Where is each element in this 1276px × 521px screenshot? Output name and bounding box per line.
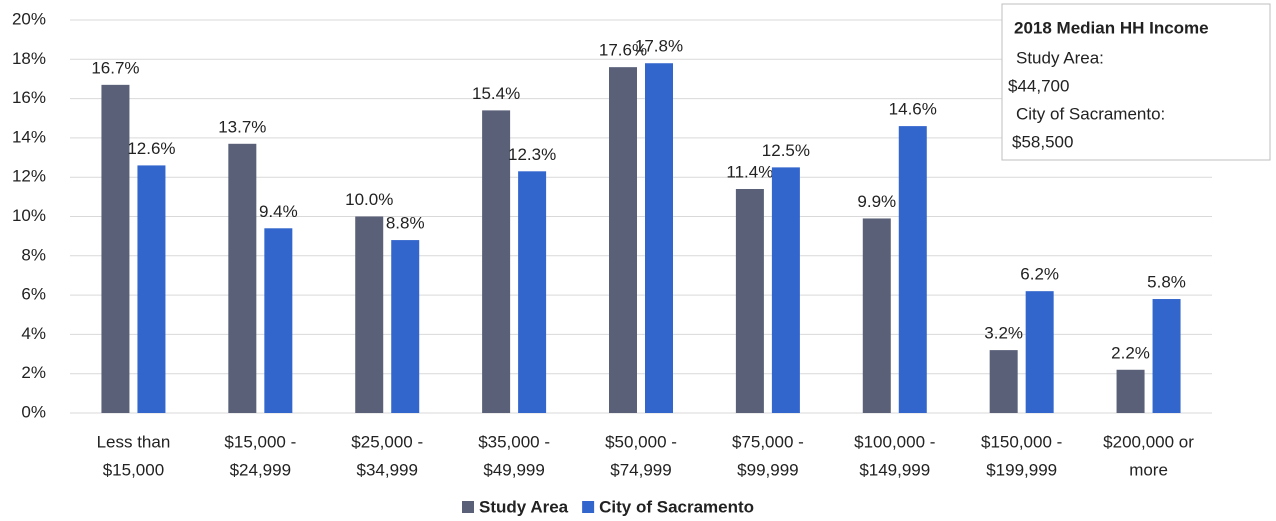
value-label: 5.8% [1147, 273, 1186, 292]
bar [1152, 299, 1181, 413]
bar [1025, 291, 1054, 413]
x-tick-label: more [1129, 460, 1168, 479]
value-label: 9.4% [259, 202, 298, 221]
x-tick-label: $34,999 [356, 460, 417, 479]
x-tick-label: $49,999 [483, 460, 544, 479]
annotation-title: 2018 Median HH Income [1014, 18, 1209, 37]
value-label: 3.2% [984, 324, 1023, 343]
bar [898, 126, 927, 414]
bar [862, 218, 891, 413]
bar [989, 350, 1018, 413]
annotation-box [1001, 3, 1271, 161]
annotation-line: $58,500 [1012, 132, 1073, 151]
bar [518, 171, 547, 413]
x-tick-label: $199,999 [986, 460, 1057, 479]
x-tick-label: $100,000 - [854, 432, 935, 451]
y-tick-label: 0% [21, 402, 46, 421]
value-label: 9.9% [857, 192, 896, 211]
x-tick-label: $149,999 [859, 460, 930, 479]
y-tick-label: 4% [21, 324, 46, 343]
y-tick-label: 16% [12, 88, 46, 107]
y-tick-label: 18% [12, 49, 46, 68]
x-tick-label: $75,000 - [732, 432, 804, 451]
bar [228, 143, 257, 414]
x-tick-label: $25,000 - [351, 432, 423, 451]
bar [355, 216, 384, 413]
x-tick-label: $200,000 or [1103, 432, 1194, 451]
x-tick-label: $74,999 [610, 460, 671, 479]
bar [771, 167, 800, 413]
annotation-line: Study Area: [1016, 48, 1104, 67]
y-tick-label: 12% [12, 167, 46, 186]
bar [735, 188, 764, 413]
value-label: 10.0% [345, 190, 393, 209]
y-tick-label: 14% [12, 127, 46, 146]
x-tick-label: Less than [97, 432, 171, 451]
x-tick-label: $15,000 - [224, 432, 296, 451]
bar [391, 240, 420, 413]
x-tick-label: $15,000 [103, 460, 164, 479]
bar [264, 228, 293, 413]
legend-swatch [582, 501, 595, 513]
x-tick-label: $50,000 - [605, 432, 677, 451]
y-tick-label: 10% [12, 206, 46, 225]
x-tick-label: $35,000 - [478, 432, 550, 451]
bar [1116, 369, 1145, 413]
bar [482, 110, 511, 413]
value-label: 8.8% [386, 214, 425, 233]
x-tick-label: $150,000 - [981, 432, 1062, 451]
value-label: 17.8% [635, 37, 683, 56]
value-label: 15.4% [472, 84, 520, 103]
value-label: 16.7% [91, 58, 139, 77]
value-label: 6.2% [1020, 265, 1059, 284]
value-label: 14.6% [889, 100, 937, 119]
value-label: 12.5% [762, 141, 810, 160]
y-tick-label: 2% [21, 363, 46, 382]
value-label: 11.4% [726, 162, 773, 181]
x-tick-label: $24,999 [230, 460, 291, 479]
y-tick-label: 20% [12, 9, 46, 28]
legend-swatch [462, 501, 474, 513]
bar [645, 63, 673, 413]
bar [609, 67, 637, 413]
value-label: 17.6% [599, 41, 647, 60]
bar [101, 84, 130, 413]
value-label: 2.2% [1111, 343, 1150, 362]
x-tick-label: $99,999 [737, 460, 798, 479]
y-tick-label: 8% [21, 245, 46, 264]
y-tick-label: 6% [21, 285, 46, 304]
value-label: 13.7% [218, 117, 266, 136]
annotation-line: City of Sacramento: [1016, 104, 1165, 123]
value-label: 12.3% [508, 145, 556, 164]
legend-label: Study Area [479, 497, 569, 516]
annotation-line: $44,700 [1008, 76, 1069, 95]
legend-label: City of Sacramento [599, 497, 754, 516]
bar [137, 165, 166, 413]
value-label: 12.6% [127, 139, 175, 158]
